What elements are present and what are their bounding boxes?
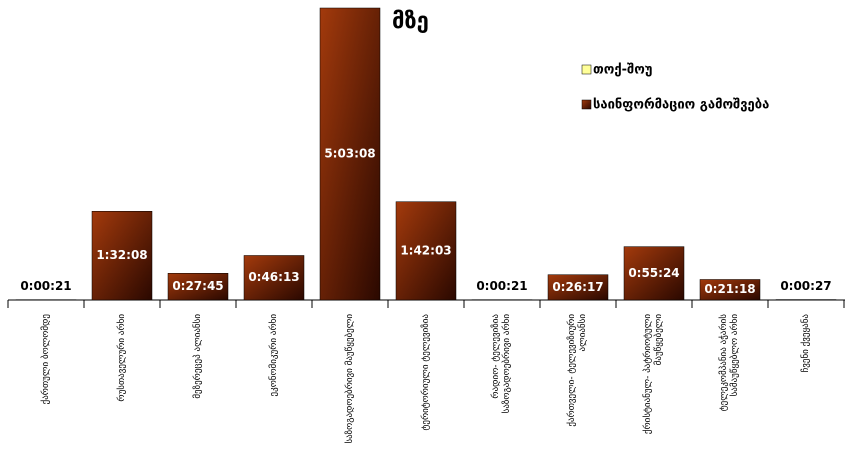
x-tick-label: ეკონომიკური არხი <box>268 314 279 397</box>
x-tick-label: ქართული ბოლომდე <box>40 314 51 405</box>
x-tick-label: საზოგადოებრივი მაუწყებელი <box>344 314 355 444</box>
bar <box>243 255 305 301</box>
bar <box>623 246 685 301</box>
data-label: 1:32:08 <box>96 248 147 262</box>
x-tick-label: ტერიტორიული ტელევიზია <box>420 314 431 431</box>
bar <box>319 7 381 301</box>
data-label: 0:46:13 <box>248 270 299 284</box>
legend-swatch <box>581 99 592 110</box>
data-label: 0:27:45 <box>172 279 223 293</box>
data-label: 5:03:08 <box>324 147 375 161</box>
legend-swatch <box>581 64 592 75</box>
legend-label: საინფორმაციო გამოშვება <box>593 98 769 113</box>
data-label: 0:00:21 <box>20 279 71 293</box>
bar <box>699 279 761 301</box>
x-tick-label: რუსთაველური არხი <box>116 314 127 402</box>
data-label: 0:00:27 <box>780 279 831 293</box>
data-label: 1:42:03 <box>400 243 451 257</box>
x-tick-label: მეზერეცეპ ალიანსი <box>192 314 203 399</box>
bar <box>91 211 153 301</box>
x-tick-label: ქართველი- ტელევიზიური ალიანსი <box>567 314 588 427</box>
chart-title: მზე <box>392 9 429 34</box>
data-label: 0:26:17 <box>552 280 603 294</box>
bar <box>395 201 457 301</box>
x-tick-label: რადიო- ტელევიზია საზოგადოებრივი არხი <box>491 314 512 414</box>
x-tick-label: ტელეკომპანია აჭარის სამაუწყებლო არხი <box>719 314 740 412</box>
bar <box>167 273 229 301</box>
data-label: 0:21:18 <box>704 282 755 296</box>
x-tick-label: ჩვენი ქვეყანა <box>800 314 811 373</box>
data-label: 0:00:21 <box>476 279 527 293</box>
legend-label: თოქ-შოუ <box>593 63 652 78</box>
bar <box>547 274 609 301</box>
x-tick-label: ქრისტიანულ- პატრიოტული მაუწყებელი <box>643 314 664 435</box>
data-label: 0:55:24 <box>628 266 679 280</box>
